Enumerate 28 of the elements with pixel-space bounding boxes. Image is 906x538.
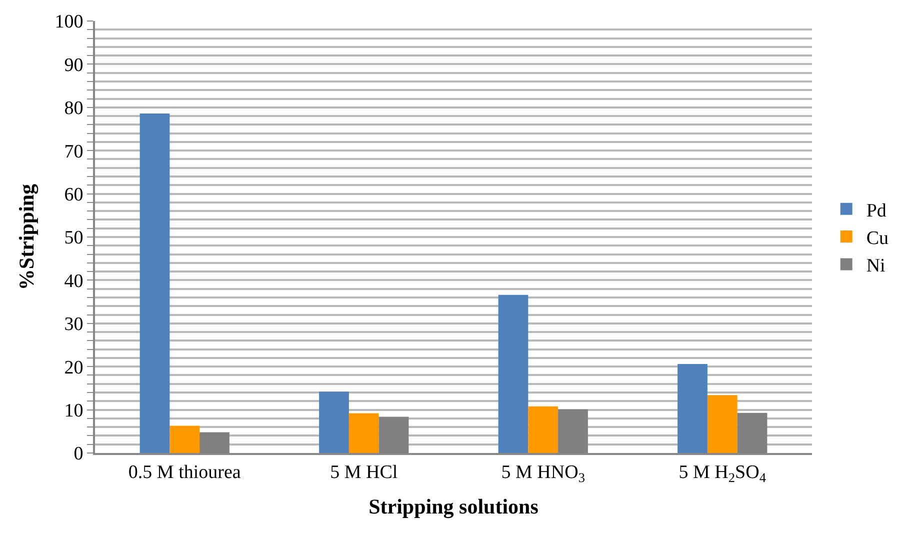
y-tick-label: 60 bbox=[64, 184, 84, 206]
legend-label: Pd bbox=[866, 200, 887, 222]
x-tick-label: 5 M H$_{2}$SO$_{4}$ bbox=[678, 462, 766, 485]
y-tick-label: 70 bbox=[64, 141, 84, 162]
bar bbox=[678, 364, 708, 453]
y-tick-label: 40 bbox=[64, 270, 84, 292]
bar bbox=[140, 113, 170, 453]
y-tick-label: 20 bbox=[64, 357, 84, 378]
x-tick-label: 0.5 M thiourea bbox=[128, 462, 242, 483]
x-tick-label: 5 M HCl bbox=[330, 462, 398, 483]
bar bbox=[498, 294, 528, 453]
y-tick-label: 0 bbox=[74, 444, 84, 465]
y-tick-label: 50 bbox=[64, 228, 84, 249]
y-tick-label: 90 bbox=[64, 54, 84, 76]
x-axis-title: Stripping solutions bbox=[368, 494, 538, 518]
legend-label: Cu bbox=[866, 228, 890, 249]
y-tick-label: 30 bbox=[64, 314, 84, 336]
y-tick-label: 80 bbox=[64, 98, 84, 120]
y-tick-label: 10 bbox=[64, 400, 84, 422]
x-tick-label: 5 M HNO$_{3}$ bbox=[501, 462, 586, 485]
bar bbox=[528, 406, 558, 453]
bar bbox=[170, 426, 200, 453]
y-axis-title: %Stripping bbox=[14, 183, 38, 290]
y-tick-label: 100 bbox=[54, 12, 84, 33]
bar bbox=[348, 413, 379, 453]
bar bbox=[319, 392, 349, 453]
bar bbox=[707, 395, 738, 453]
legend-label: Ni bbox=[866, 256, 886, 277]
